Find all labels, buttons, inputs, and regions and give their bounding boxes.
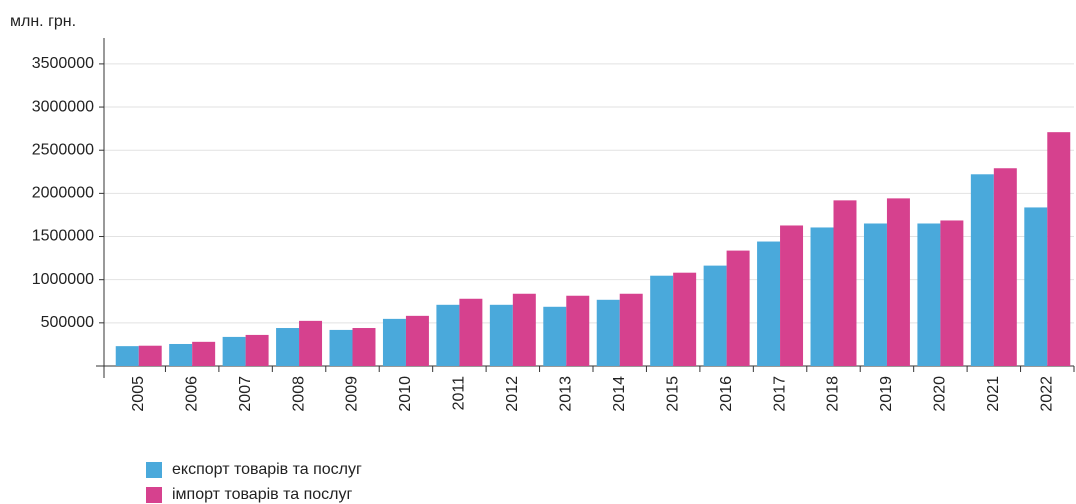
x-tick-label: 2020 xyxy=(932,376,949,412)
bar xyxy=(352,328,376,366)
x-tick-label: 2010 xyxy=(397,376,414,412)
bar xyxy=(566,295,590,366)
bar xyxy=(703,265,727,366)
bar xyxy=(917,223,941,366)
bar xyxy=(222,336,246,366)
y-tick-label: 2000000 xyxy=(32,185,94,202)
bar xyxy=(382,318,406,366)
bar xyxy=(115,346,139,366)
bar xyxy=(329,329,353,366)
bar xyxy=(1047,132,1071,366)
bar xyxy=(810,227,834,366)
bar xyxy=(970,174,994,366)
legend-label: імпорт товарів та послуг xyxy=(172,486,352,503)
legend-label: експорт товарів та послуг xyxy=(172,461,362,478)
legend-swatch xyxy=(146,487,162,503)
bar xyxy=(757,241,781,366)
bar xyxy=(192,341,216,366)
x-tick-label: 2008 xyxy=(290,376,307,412)
y-axis-label: млн. грн. xyxy=(10,13,76,30)
bar xyxy=(619,293,643,366)
x-tick-label: 2018 xyxy=(825,376,842,412)
bar xyxy=(489,304,513,366)
x-tick-label: 2015 xyxy=(664,376,681,412)
bar xyxy=(726,250,750,366)
bar xyxy=(543,306,567,366)
x-tick-label: 2017 xyxy=(771,376,788,412)
x-tick-label: 2016 xyxy=(718,376,735,412)
bar xyxy=(886,198,910,366)
bar xyxy=(436,304,460,366)
bar xyxy=(276,328,300,366)
bar xyxy=(512,293,536,366)
bar xyxy=(245,334,269,366)
bar xyxy=(596,299,620,366)
y-tick-label: 1500000 xyxy=(32,228,94,245)
legend-swatch xyxy=(146,462,162,478)
bar xyxy=(405,315,429,366)
x-tick-label: 2011 xyxy=(451,376,468,411)
x-tick-label: 2022 xyxy=(1038,376,1055,412)
bar xyxy=(299,320,323,366)
bar xyxy=(993,168,1017,366)
x-tick-label: 2013 xyxy=(557,376,574,412)
bar xyxy=(780,225,804,366)
bar xyxy=(459,298,483,366)
x-tick-label: 2019 xyxy=(878,376,895,412)
bar xyxy=(940,220,964,366)
x-tick-label: 2014 xyxy=(611,376,628,412)
bar xyxy=(1024,207,1048,366)
bar xyxy=(138,345,162,366)
x-tick-label: 2021 xyxy=(985,376,1002,412)
x-tick-label: 2005 xyxy=(130,376,147,412)
bar xyxy=(650,275,674,366)
y-tick-label: 3500000 xyxy=(32,55,94,72)
y-tick-label: 3000000 xyxy=(32,98,94,115)
y-tick-label: 2500000 xyxy=(32,141,94,158)
x-tick-label: 2009 xyxy=(344,376,361,412)
x-tick-label: 2012 xyxy=(504,376,521,412)
y-tick-label: 1000000 xyxy=(32,271,94,288)
x-tick-label: 2007 xyxy=(237,376,254,412)
x-tick-label: 2006 xyxy=(183,376,200,412)
bar xyxy=(169,343,193,366)
bar xyxy=(673,272,697,366)
bar xyxy=(833,200,857,366)
bar xyxy=(863,223,887,366)
y-tick-label: 500000 xyxy=(41,314,94,331)
